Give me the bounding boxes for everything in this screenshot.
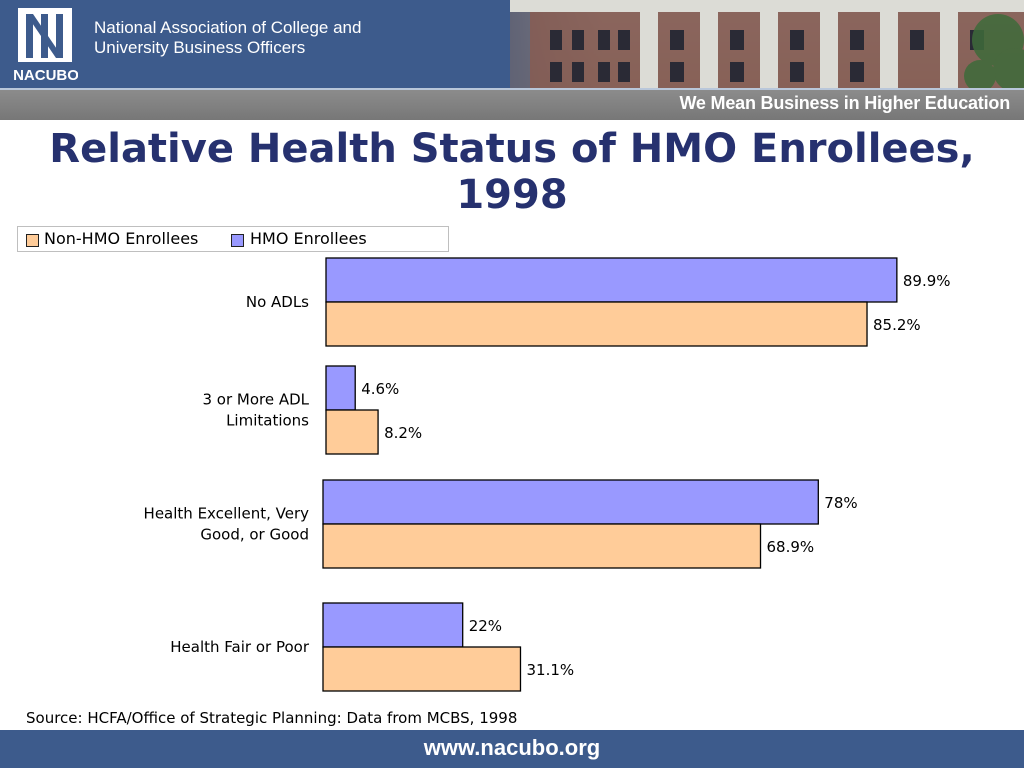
bar-hmo-enrollees bbox=[322, 602, 464, 648]
source-note: Source: HCFA/Office of Strategic Plannin… bbox=[26, 709, 518, 727]
organization-name: National Association of College and Univ… bbox=[94, 18, 361, 58]
bar-non-hmo-enrollees bbox=[325, 301, 868, 347]
svg-text:NACUBO: NACUBO bbox=[14, 67, 78, 84]
data-label-non-hmo-enrollees: 31.1% bbox=[526, 661, 574, 679]
category-label: 3 or More ADL bbox=[202, 391, 309, 409]
data-label-hmo-enrollees: 4.6% bbox=[361, 380, 399, 398]
title-line2: 1998 bbox=[456, 172, 568, 218]
bar-hmo-enrollees bbox=[325, 257, 898, 303]
band-divider bbox=[0, 88, 1024, 90]
data-label-non-hmo-enrollees: 85.2% bbox=[873, 316, 921, 334]
bar-non-hmo-enrollees bbox=[325, 409, 379, 455]
footer-bar bbox=[0, 730, 1024, 768]
org-name-line2: University Business Officers bbox=[94, 38, 306, 57]
legend-swatch-non-hmo bbox=[26, 234, 39, 247]
legend-swatch-hmo bbox=[231, 234, 244, 247]
data-label-hmo-enrollees: 78% bbox=[824, 494, 857, 512]
data-label-hmo-enrollees: 89.9% bbox=[903, 272, 951, 290]
bar-hmo-enrollees bbox=[325, 365, 356, 411]
header-banner: NACUBO National Association of College a… bbox=[0, 0, 1024, 88]
tagline: We Mean Business in Higher Education bbox=[679, 93, 1010, 113]
data-label-non-hmo-enrollees: 68.9% bbox=[767, 538, 815, 556]
legend-label-non-hmo: Non-HMO Enrollees bbox=[44, 229, 199, 248]
data-label-non-hmo-enrollees: 8.2% bbox=[384, 424, 422, 442]
bar-hmo-enrollees bbox=[322, 479, 819, 525]
bar-non-hmo-enrollees bbox=[322, 646, 522, 692]
chart-legend: Non-HMO Enrollees HMO Enrollees bbox=[17, 226, 449, 252]
category-label: Limitations bbox=[226, 412, 309, 430]
bar-non-hmo-enrollees bbox=[322, 523, 762, 569]
legend-label-hmo: HMO Enrollees bbox=[250, 229, 367, 248]
title-line1: Relative Health Status of HMO Enrollees, bbox=[49, 126, 975, 172]
footer-url[interactable]: www.nacubo.org bbox=[423, 735, 601, 760]
data-label-hmo-enrollees: 22% bbox=[469, 617, 502, 635]
tagline-band bbox=[0, 88, 1024, 120]
category-label: Health Excellent, Very bbox=[144, 505, 310, 523]
category-label: Good, or Good bbox=[200, 526, 309, 544]
org-name-line1: National Association of College and bbox=[94, 18, 362, 37]
slide-title: Relative Health Status of HMO Enrollees,… bbox=[0, 126, 1024, 218]
category-label: No ADLs bbox=[246, 293, 309, 311]
category-label: Health Fair or Poor bbox=[170, 638, 310, 656]
nacubo-logo: NACUBO bbox=[13, 6, 79, 84]
building-photo bbox=[510, 0, 1024, 88]
